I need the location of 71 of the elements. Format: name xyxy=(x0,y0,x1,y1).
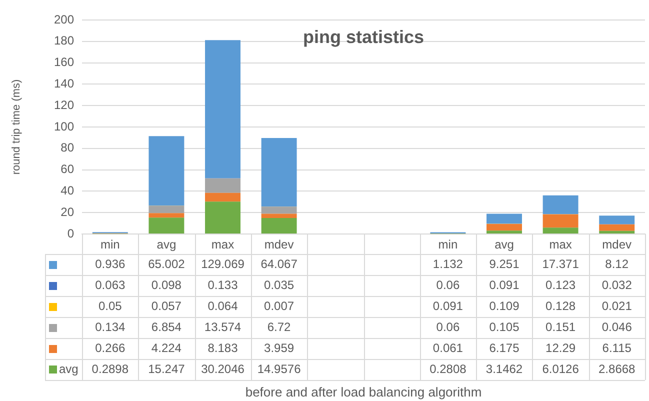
data-label: 14.9576 xyxy=(257,362,302,376)
data-label: 6.175 xyxy=(489,340,520,355)
data-label: 0.063 xyxy=(95,278,126,292)
data-label: 0.06 xyxy=(436,320,460,334)
data-label: 0.134 xyxy=(95,320,126,334)
data-label: 3.1462 xyxy=(486,362,523,376)
data-label: 0.032 xyxy=(602,278,632,292)
y-tick-label: 0 xyxy=(67,226,74,240)
data-label: 129.069 xyxy=(201,256,245,271)
data-label: 6.115 xyxy=(602,340,632,355)
y-tick-label: 180 xyxy=(54,34,74,48)
data-label: 30.2046 xyxy=(201,362,245,376)
legend-label: avg xyxy=(59,362,78,376)
data-label: 0.109 xyxy=(489,298,520,313)
data-label: 1.132 xyxy=(432,256,464,271)
data-label: 0.035 xyxy=(264,278,294,292)
data-label: 0.007 xyxy=(264,298,294,313)
data-label: 0.05 xyxy=(98,298,122,313)
data-label: 65.002 xyxy=(148,256,186,271)
data-label: 17.371 xyxy=(542,256,580,271)
chart-title: ping statistics xyxy=(302,26,424,47)
x-tick-label: mdev xyxy=(264,238,294,252)
data-label: 0.133 xyxy=(208,278,238,292)
data-label: 0.098 xyxy=(151,278,182,292)
data-label: 6.72 xyxy=(267,320,292,334)
y-tick-label: 20 xyxy=(60,204,74,219)
y-tick-label: 100 xyxy=(54,119,74,134)
data-label: 0.123 xyxy=(546,278,576,292)
data-label: 3.959 xyxy=(264,340,294,355)
x-tick-label: max xyxy=(211,238,234,252)
data-label: 0.057 xyxy=(151,298,182,313)
x-tick-label: max xyxy=(549,238,572,252)
data-label: 0.021 xyxy=(602,298,632,313)
data-label: 0.2808 xyxy=(430,362,467,376)
x-tick-label: avg xyxy=(494,238,514,252)
data-label: 0.128 xyxy=(546,298,576,313)
data-label: 64.067 xyxy=(260,256,298,271)
data-label: 0.266 xyxy=(95,340,126,355)
data-label: 0.06 xyxy=(436,278,460,292)
y-axis-title: round trip time (ms) xyxy=(10,79,23,175)
x-tick-label: min xyxy=(438,238,458,252)
y-tick-label: 80 xyxy=(60,140,74,155)
data-label: 12.29 xyxy=(546,340,576,355)
data-label: 4.224 xyxy=(151,340,182,355)
data-label: 9.251 xyxy=(489,256,520,271)
y-tick-label: 160 xyxy=(54,55,74,70)
text: before and after load balancing algorithm xyxy=(245,384,482,400)
data-label: 6.0126 xyxy=(542,362,580,376)
data-label: 0.061 xyxy=(432,340,464,355)
y-tick-label: 60 xyxy=(60,162,74,176)
data-label: 0.046 xyxy=(602,320,632,334)
data-label: 8.12 xyxy=(605,256,629,271)
data-label: 15.247 xyxy=(148,362,186,376)
data-label: 0.105 xyxy=(489,320,520,334)
data-label: 2.8668 xyxy=(598,362,636,376)
data-label: 0.2898 xyxy=(92,362,129,376)
data-label: 0.091 xyxy=(432,298,464,313)
y-tick-label: 120 xyxy=(54,98,74,112)
data-label: 0.151 xyxy=(546,320,576,334)
data-label: 8.183 xyxy=(208,340,238,355)
x-tick-label: mdev xyxy=(602,238,632,252)
x-tick-label: avg xyxy=(156,238,176,252)
data-label: 0.936 xyxy=(95,256,126,271)
y-tick-label: 40 xyxy=(60,184,74,198)
y-tick-label: 200 xyxy=(54,12,74,26)
x-tick-label: min xyxy=(100,238,120,252)
data-label: 13.574 xyxy=(204,320,242,334)
data-label: 0.091 xyxy=(489,278,520,292)
y-tick-label: 140 xyxy=(54,76,74,91)
data-label: 0.064 xyxy=(208,298,238,313)
data-label: 6.854 xyxy=(151,320,182,334)
